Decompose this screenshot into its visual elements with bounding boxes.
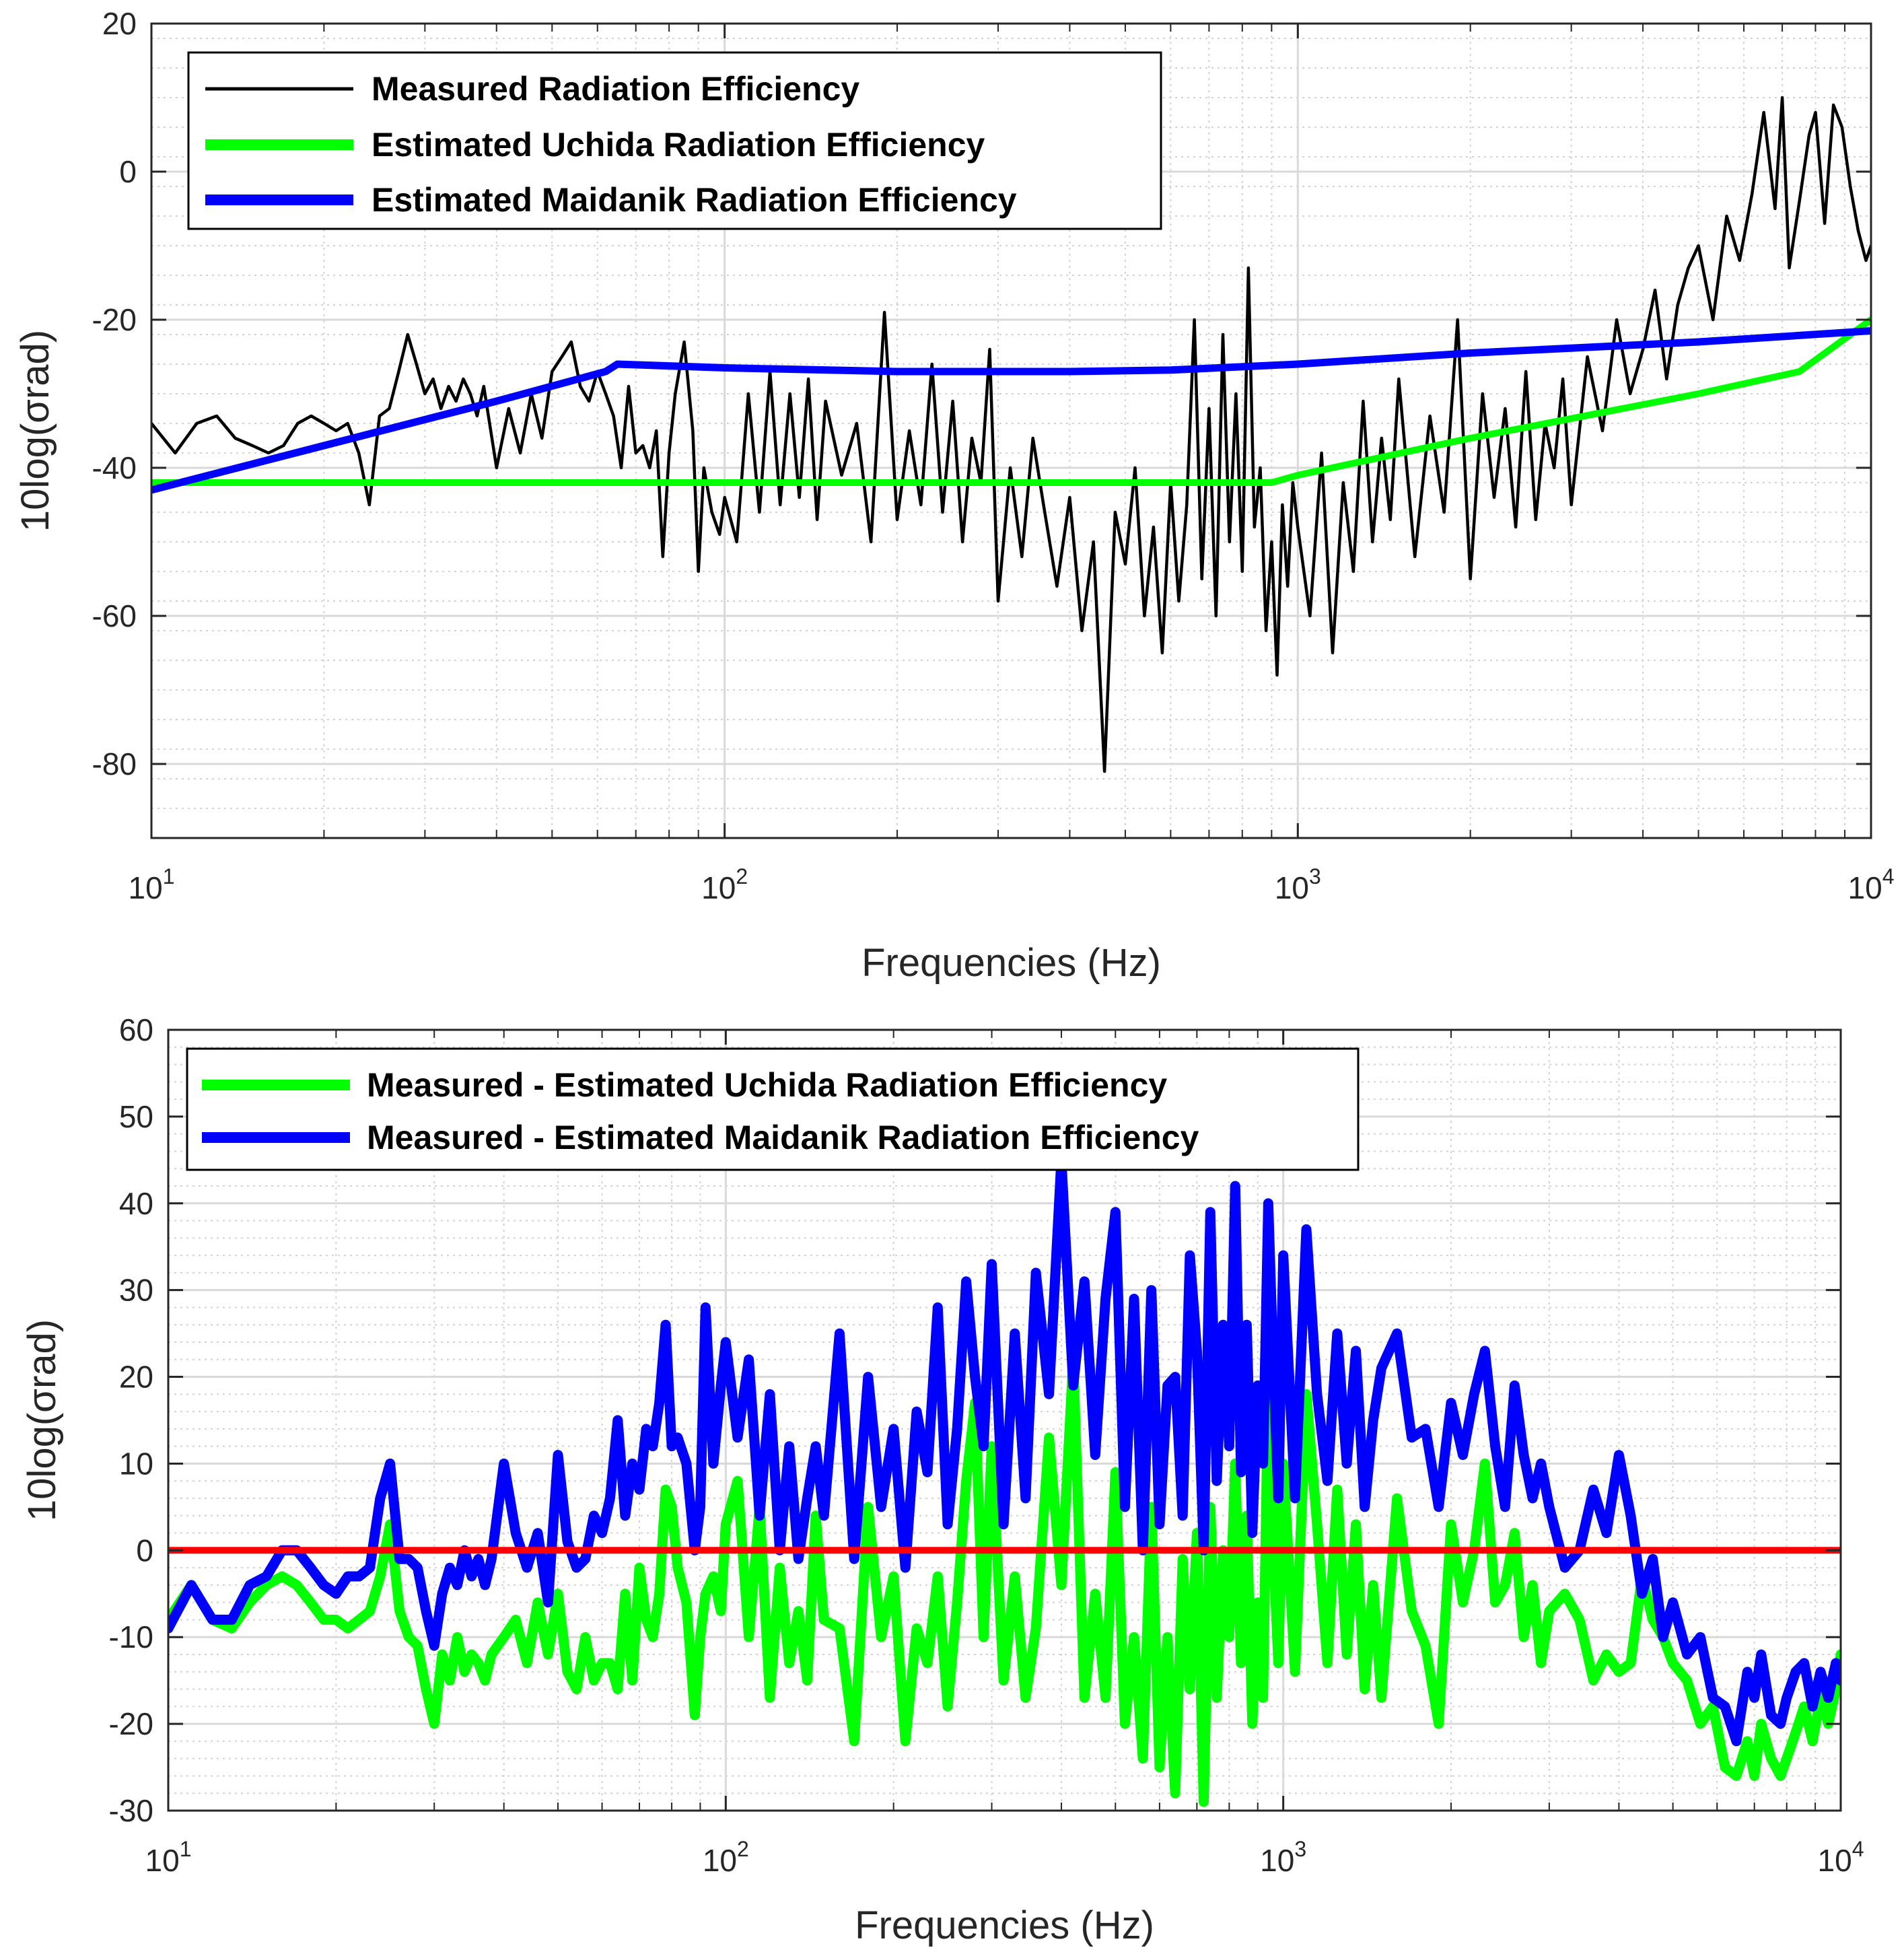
series-line-estimated-uchida-radiation-efficiency bbox=[151, 316, 1871, 486]
series-group bbox=[168, 1154, 1841, 1807]
axes-box bbox=[167, 1028, 1842, 1812]
legend-entry-label: Measured - Estimated Maidanik Radiation … bbox=[367, 1119, 1199, 1156]
legend-box bbox=[186, 1047, 1360, 1171]
bottom-chart: -30 -20 -10 0 10 20 30 40 50 60 101 102 103 104 Freque… bbox=[20, 1012, 1864, 1947]
y-tick-label: 20 bbox=[102, 6, 137, 41]
y-axis-label: 10log(σrad) bbox=[13, 330, 57, 532]
series-line-measured-estimated-maidanik-radiation-efficiency bbox=[168, 1154, 1841, 1747]
y-tick-label: 0 bbox=[136, 1533, 153, 1568]
x-tick-label: 102 bbox=[701, 864, 748, 905]
y-tick-label: -40 bbox=[92, 450, 137, 485]
y-tick-label: 40 bbox=[119, 1186, 153, 1221]
legend: Measured Radiation Efficiency Estimated U… bbox=[187, 51, 1162, 230]
series-group bbox=[151, 96, 1871, 773]
legend-entry-label: Estimated Maidanik Radiation Efficiency bbox=[372, 181, 1017, 219]
y-tick-label: -20 bbox=[92, 302, 137, 337]
legend-entry-label: Measured - Estimated Uchida Radiation Ef… bbox=[367, 1066, 1167, 1104]
y-tick-label: 20 bbox=[119, 1360, 153, 1395]
axes-box bbox=[150, 22, 1872, 839]
series-line-measured-radiation-efficiency bbox=[151, 96, 1871, 773]
y-tick-label: 10 bbox=[119, 1446, 153, 1481]
legend-entry-label: Estimated Uchida Radiation Efficiency bbox=[372, 126, 985, 164]
y-tick-label: 50 bbox=[119, 1099, 153, 1134]
series-line-estimated-maidanik-radiation-efficiency bbox=[151, 327, 1871, 494]
x-tick-label: 103 bbox=[1275, 864, 1321, 905]
x-axis-label: Frequencies (Hz) bbox=[861, 941, 1161, 985]
y-tick-label: -60 bbox=[92, 598, 137, 633]
y-tick-label: 30 bbox=[119, 1273, 153, 1308]
y-tick-label: -30 bbox=[109, 1793, 153, 1828]
series-line-measured-estimated-uchida-radiation-efficiency bbox=[168, 1354, 1841, 1807]
y-tick-label: -20 bbox=[109, 1706, 153, 1741]
x-tick-label: 104 bbox=[1818, 1837, 1864, 1878]
x-tick-label: 101 bbox=[145, 1837, 192, 1878]
legend-entry-label: Measured Radiation Efficiency bbox=[372, 70, 859, 108]
y-tick-label: 0 bbox=[119, 154, 137, 189]
top-chart: -80 -60 -40 -20 0 20 101 102 103 104 Frequencies (… bbox=[13, 6, 1894, 985]
x-tick-label: 104 bbox=[1848, 864, 1895, 905]
y-tick-label: -10 bbox=[109, 1619, 153, 1654]
y-tick-label: 60 bbox=[119, 1012, 153, 1047]
y-axis-label: 10log(σrad) bbox=[20, 1319, 64, 1521]
y-tick-label: -80 bbox=[92, 746, 137, 781]
x-tick-label: 103 bbox=[1260, 1837, 1306, 1878]
legend: Measured - Estimated Uchida Radiation Ef… bbox=[186, 1047, 1360, 1171]
x-axis-label: Frequencies (Hz) bbox=[855, 1903, 1154, 1947]
x-tick-label: 102 bbox=[703, 1837, 749, 1878]
x-tick-label: 101 bbox=[129, 864, 175, 905]
